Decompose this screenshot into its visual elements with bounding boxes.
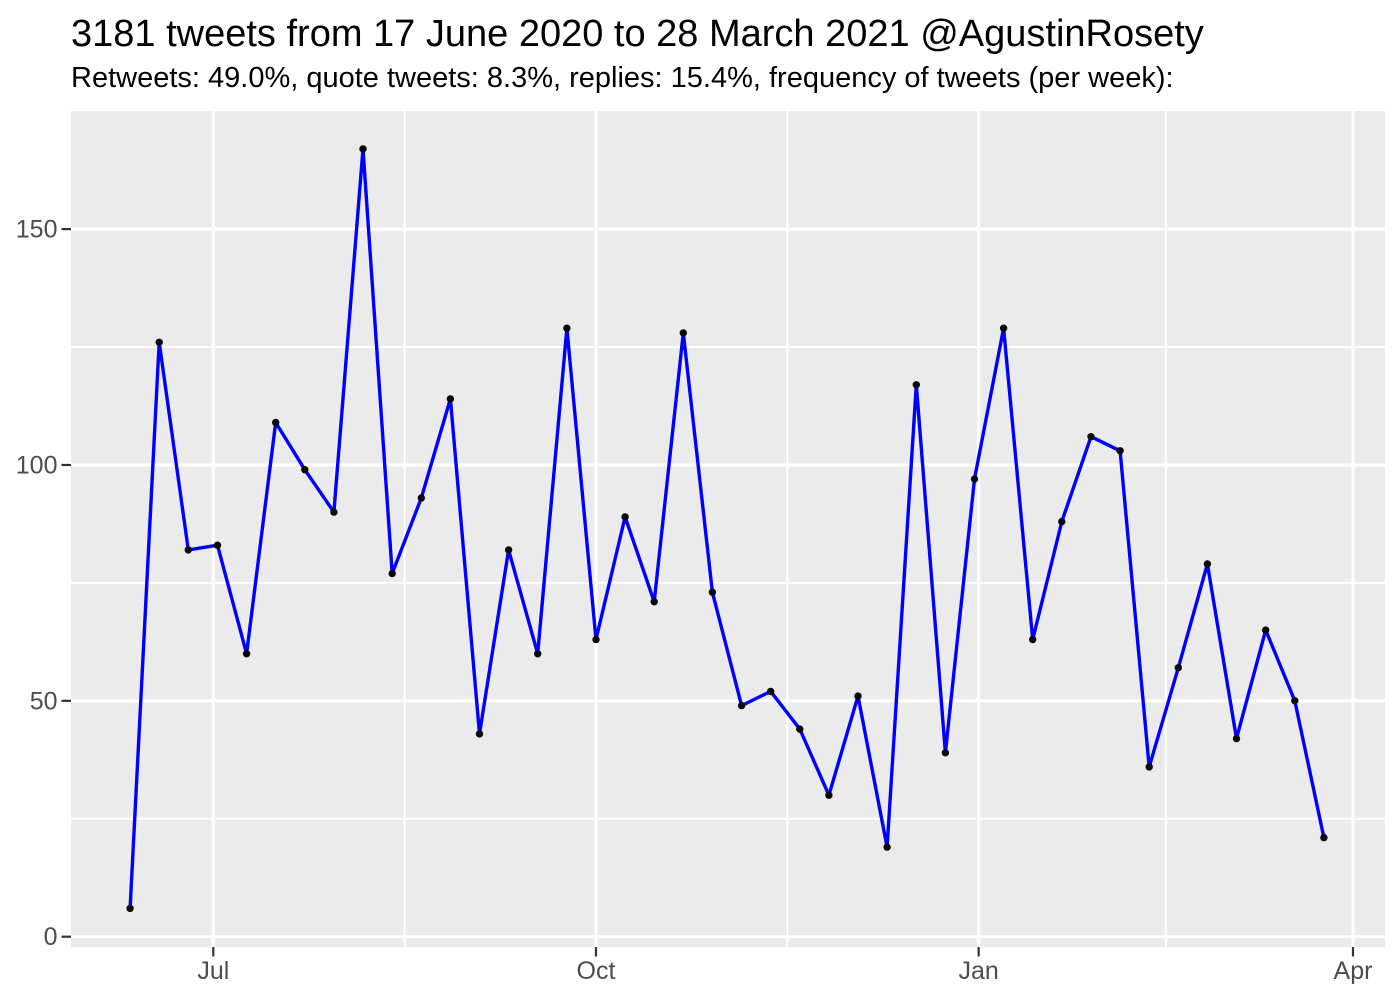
data-point — [796, 725, 804, 733]
plot-panel — [71, 111, 1385, 947]
data-point — [155, 338, 163, 346]
data-point — [737, 701, 746, 710]
data-point — [213, 541, 222, 549]
data-point — [1291, 697, 1299, 705]
x-axis-label: Jan — [958, 957, 998, 985]
data-point — [1029, 635, 1037, 644]
data-point — [1145, 763, 1153, 771]
data-point — [330, 508, 338, 516]
data-point — [592, 635, 600, 644]
data-point — [650, 598, 658, 606]
data-point — [1087, 433, 1095, 441]
data-point — [446, 395, 455, 403]
page-title: 3181 tweets from 17 June 2020 to 28 Marc… — [71, 13, 1204, 55]
data-point — [272, 418, 280, 427]
data-point — [767, 687, 775, 696]
data-point — [1116, 447, 1124, 455]
plot-subtitle: Retweets: 49.0%, quote tweets: 8.3%, rep… — [71, 62, 1174, 94]
data-point — [534, 650, 542, 658]
data-point — [359, 145, 367, 153]
data-point — [563, 324, 571, 332]
data-point — [417, 494, 425, 502]
data-point — [679, 329, 687, 337]
data-point — [912, 381, 920, 389]
tweets-per-week-line — [128, 147, 1326, 911]
data-point — [621, 513, 629, 521]
x-axis-label: Apr — [1334, 957, 1373, 985]
y-axis-label: 0 — [44, 923, 58, 951]
data-point — [184, 546, 192, 554]
data-point — [970, 475, 979, 483]
data-point — [301, 466, 309, 474]
data-point — [999, 324, 1008, 332]
data-point — [388, 569, 396, 578]
data-point — [504, 546, 513, 554]
y-axis-label: 100 — [16, 451, 58, 479]
data-point — [242, 650, 251, 658]
data-point — [1232, 734, 1241, 743]
x-axis-label: Oct — [577, 957, 616, 985]
data-point — [1203, 560, 1212, 568]
data-point — [825, 791, 833, 799]
data-point — [126, 904, 134, 913]
y-axis-label: 150 — [16, 216, 58, 244]
data-point — [1262, 626, 1270, 634]
data-point — [1058, 517, 1066, 526]
x-axis-label: Jul — [197, 957, 229, 985]
y-axis-label: 50 — [30, 687, 58, 715]
data-point — [1320, 833, 1328, 842]
data-point — [475, 730, 484, 738]
data-point — [854, 692, 862, 700]
data-point — [883, 843, 891, 851]
data-point — [1174, 664, 1183, 672]
data-point — [708, 588, 717, 596]
data-point — [941, 749, 950, 757]
